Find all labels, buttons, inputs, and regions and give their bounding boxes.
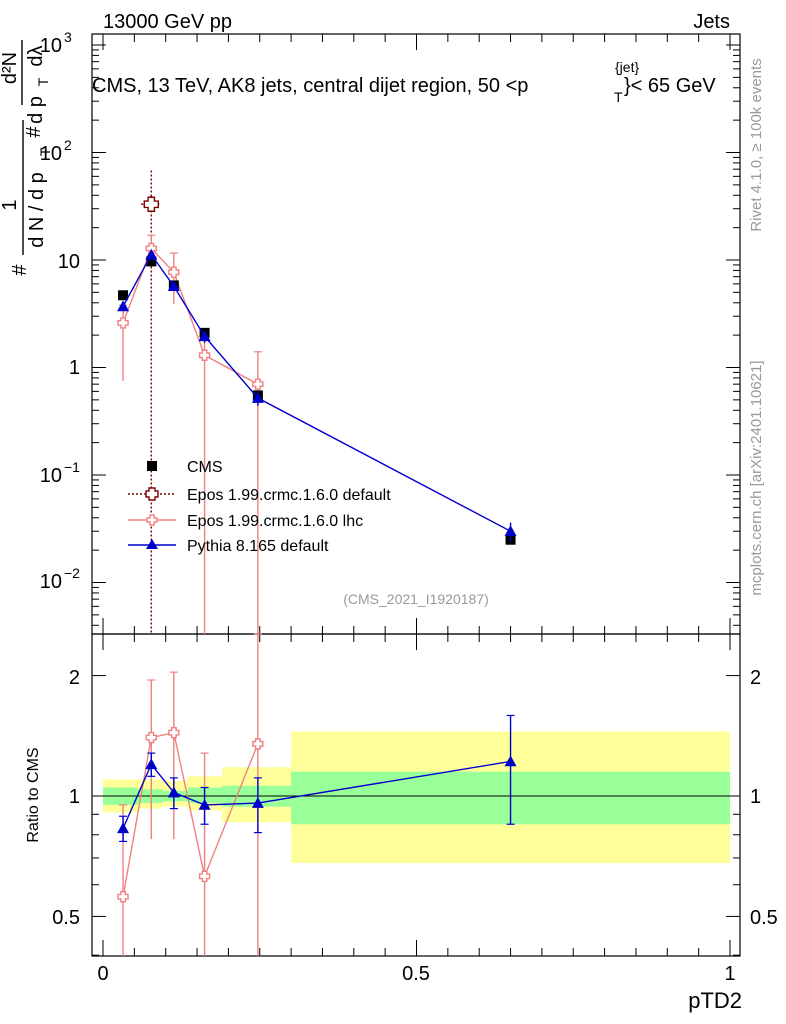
legend-pythia-label: Pythia 8.165 default [187, 538, 329, 555]
pythia-point [117, 300, 130, 312]
rtick-2-left: 2 [69, 667, 80, 689]
x-axis-label: pTD2 [688, 988, 742, 1013]
pythia-point [251, 392, 264, 403]
legend-cms-marker [147, 461, 157, 471]
ytick-1em1-exp: −1 [64, 459, 80, 475]
ylabel-num-hash: # [23, 126, 45, 138]
ratio-pythia-point [145, 758, 158, 770]
main-y-axis-label: # 1 d N / d p T # d²N d p T dλ [0, 40, 53, 276]
ylabel-dn: d N / d p [26, 172, 48, 248]
legend-epos-lhc-label: Epos 1.99.crmc.1.6.0 lhc [187, 513, 363, 530]
epos-default-marker [143, 196, 159, 212]
pythia-point [198, 330, 211, 342]
title-sub: T [614, 89, 623, 105]
ytick-1e2-exp: 2 [64, 137, 72, 153]
pythia-point [145, 248, 158, 260]
ratio-epos-lhc-point [145, 731, 157, 744]
main-y-ticks [92, 44, 740, 626]
ylabel-dl: dλ [25, 45, 47, 66]
ylabel-t: T [37, 147, 53, 156]
rtick-1-left: 1 [69, 786, 80, 808]
title-main: CMS, 13 TeV, AK8 jets, central dijet reg… [92, 75, 528, 97]
header-right: Jets [693, 11, 730, 33]
ytick-1e2: 10 [40, 143, 62, 165]
ratio-epos-lhc-point [252, 738, 264, 750]
cms-point [118, 290, 129, 301]
ylabel-d2n: d²N [0, 52, 21, 84]
epos-lhc-point [198, 349, 211, 361]
legend-epos-default-label: Epos 1.99.crmc.1.6.0 default [187, 487, 391, 504]
ratio-data [117, 633, 517, 956]
ylabel-dpt: d p [25, 96, 47, 124]
legend-epos-default-marker [145, 487, 159, 501]
ratio-y-tick-labels: 2 1 0.5 2 1 0.5 [52, 667, 778, 929]
ratio-epos-lhc-point [117, 891, 129, 903]
ylabel-hash: # [9, 264, 31, 276]
pythia-line [122, 253, 511, 532]
epos-lhc-point [252, 378, 264, 390]
x-ticks [102, 34, 731, 956]
pythia-point [167, 280, 180, 292]
ytick-1em2: 10 [40, 571, 62, 593]
title-sup: {jet} [615, 59, 639, 75]
ratio-pythia-point [198, 798, 211, 810]
ratio-pythia-point [167, 786, 180, 798]
mcplots-label: mcplots.cern.ch [arXiv:2401.10621] [748, 360, 765, 595]
xtick-0: 0 [97, 963, 108, 985]
ratio-pythia-line [122, 760, 511, 829]
rtick-05-left: 0.5 [52, 907, 80, 929]
rtick-1-right: 1 [750, 786, 761, 808]
ytick-1e3-exp: 3 [64, 29, 72, 45]
legend: CMS Epos 1.99.crmc.1.6.0 default Epos 1.… [128, 459, 391, 555]
legend-cms-label: CMS [187, 459, 223, 476]
title-end: }< 65 GeV [624, 75, 716, 97]
legend-pythia-marker [146, 539, 158, 549]
ylabel-one: 1 [0, 199, 21, 210]
ytick-1e3: 10 [40, 35, 62, 57]
epos-lhc-point [168, 266, 180, 278]
header-left: 13000 GeV pp [103, 11, 232, 33]
pythia-point [504, 525, 517, 537]
xtick-1: 1 [724, 963, 735, 985]
cms-point [146, 256, 157, 267]
ratio-pythia-point [251, 797, 264, 808]
main-y-tick-labels: 10 3 10 2 10 1 10 −1 10 −2 [40, 29, 80, 593]
ytick-10: 10 [58, 251, 80, 273]
ylabel-t2: T [35, 77, 51, 86]
legend-epos-lhc-marker [146, 514, 158, 526]
ratio-y-ticks [92, 675, 740, 956]
ratio-epos-lhc-point [198, 870, 211, 882]
rtick-2-right: 2 [750, 667, 761, 689]
ratio-pythia-point [504, 755, 517, 767]
ytick-1em1: 10 [40, 465, 62, 487]
epos-lhc-point [117, 317, 129, 329]
ratio-epos-lhc-point [168, 726, 180, 739]
ytick-1em2-exp: −2 [64, 565, 80, 581]
ratio-y-axis-label: Ratio to CMS [25, 747, 42, 842]
plot-title: CMS, 13 TeV, AK8 jets, central dijet reg… [92, 59, 716, 105]
ratio-pythia-point [117, 822, 130, 834]
rivet-label: Rivet 4.1.0, ≥ 100k events [748, 58, 765, 231]
x-tick-labels: 0 0.5 1 [97, 963, 735, 985]
xtick-05: 0.5 [402, 963, 430, 985]
ytick-1: 1 [69, 357, 80, 379]
main-data [117, 170, 517, 634]
analysis-watermark: (CMS_2021_I1920187) [343, 591, 489, 607]
rtick-05-right: 0.5 [750, 907, 778, 929]
